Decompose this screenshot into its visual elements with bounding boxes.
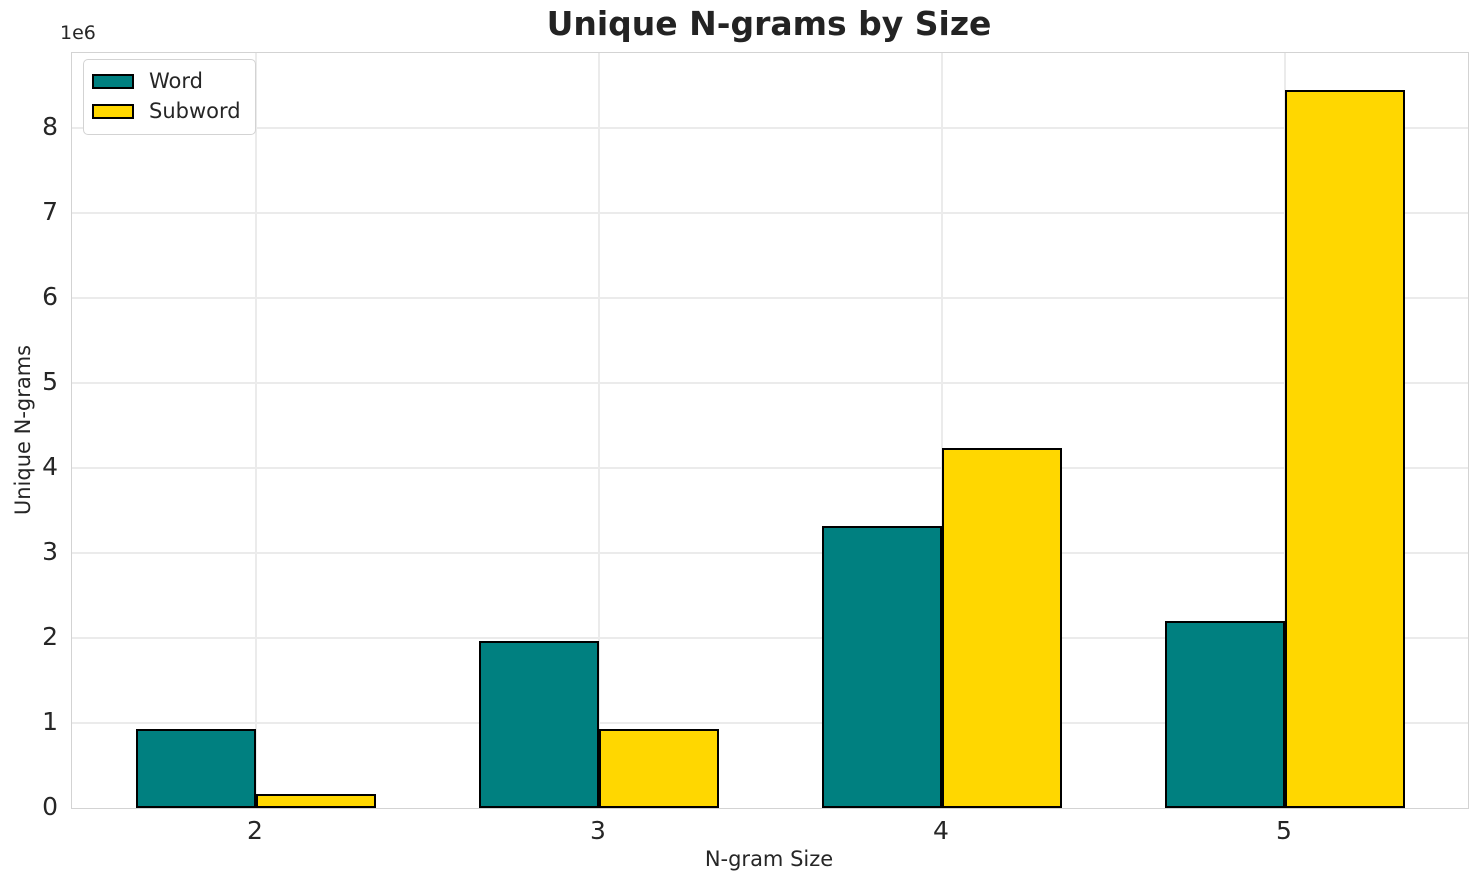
h-gridline-3 — [72, 552, 1468, 554]
y-tick-1: 1 — [42, 706, 58, 736]
h-gridline-4 — [72, 467, 1468, 469]
h-gridline-8 — [72, 127, 1468, 129]
y-tick-7: 7 — [42, 196, 58, 226]
bar-subword-2 — [256, 794, 376, 808]
bar-word-3 — [479, 641, 599, 808]
v-gridline-2 — [255, 53, 257, 808]
y-tick-3: 3 — [42, 536, 58, 566]
legend-label-subword: Subword — [149, 99, 241, 123]
plot-area: Word Subword — [71, 52, 1469, 809]
y-tick-6: 6 — [42, 281, 58, 311]
y-tick-5: 5 — [42, 366, 58, 396]
legend-swatch-subword — [92, 103, 134, 119]
bar-subword-4 — [942, 448, 1062, 808]
y-tick-0: 0 — [42, 792, 58, 821]
x-tick-5: 5 — [1276, 816, 1292, 845]
h-gridline-6 — [72, 297, 1468, 299]
y-tick-4: 4 — [42, 451, 58, 481]
bar-subword-5 — [1285, 90, 1405, 808]
bar-word-4 — [822, 526, 942, 808]
y-tick-2: 2 — [42, 621, 58, 651]
y-tick-8: 8 — [42, 111, 58, 141]
h-gridline-1 — [72, 722, 1468, 724]
legend-item-word: Word — [92, 66, 241, 96]
y-axis-label: Unique N-grams — [11, 344, 35, 516]
bar-word-2 — [136, 729, 256, 808]
x-tick-2: 2 — [247, 816, 263, 845]
legend: Word Subword — [83, 59, 256, 135]
legend-item-subword: Subword — [92, 96, 241, 126]
legend-label-word: Word — [149, 69, 203, 93]
h-gridline-7 — [72, 212, 1468, 214]
legend-items: Word Subword — [92, 66, 241, 126]
bar-word-5 — [1165, 621, 1285, 808]
v-gridline-4 — [941, 53, 943, 808]
x-axis-label: N-gram Size — [704, 847, 834, 871]
legend-swatch-word — [92, 73, 134, 89]
x-tick-4: 4 — [933, 816, 949, 845]
h-gridline-2 — [72, 637, 1468, 639]
y-axis-offset-label: 1e6 — [60, 22, 96, 44]
x-tick-3: 3 — [590, 816, 606, 845]
bar-subword-3 — [599, 729, 719, 808]
v-gridline-3 — [598, 53, 600, 808]
h-gridline-5 — [72, 382, 1468, 384]
chart-title: Unique N-grams by Size — [546, 4, 992, 43]
